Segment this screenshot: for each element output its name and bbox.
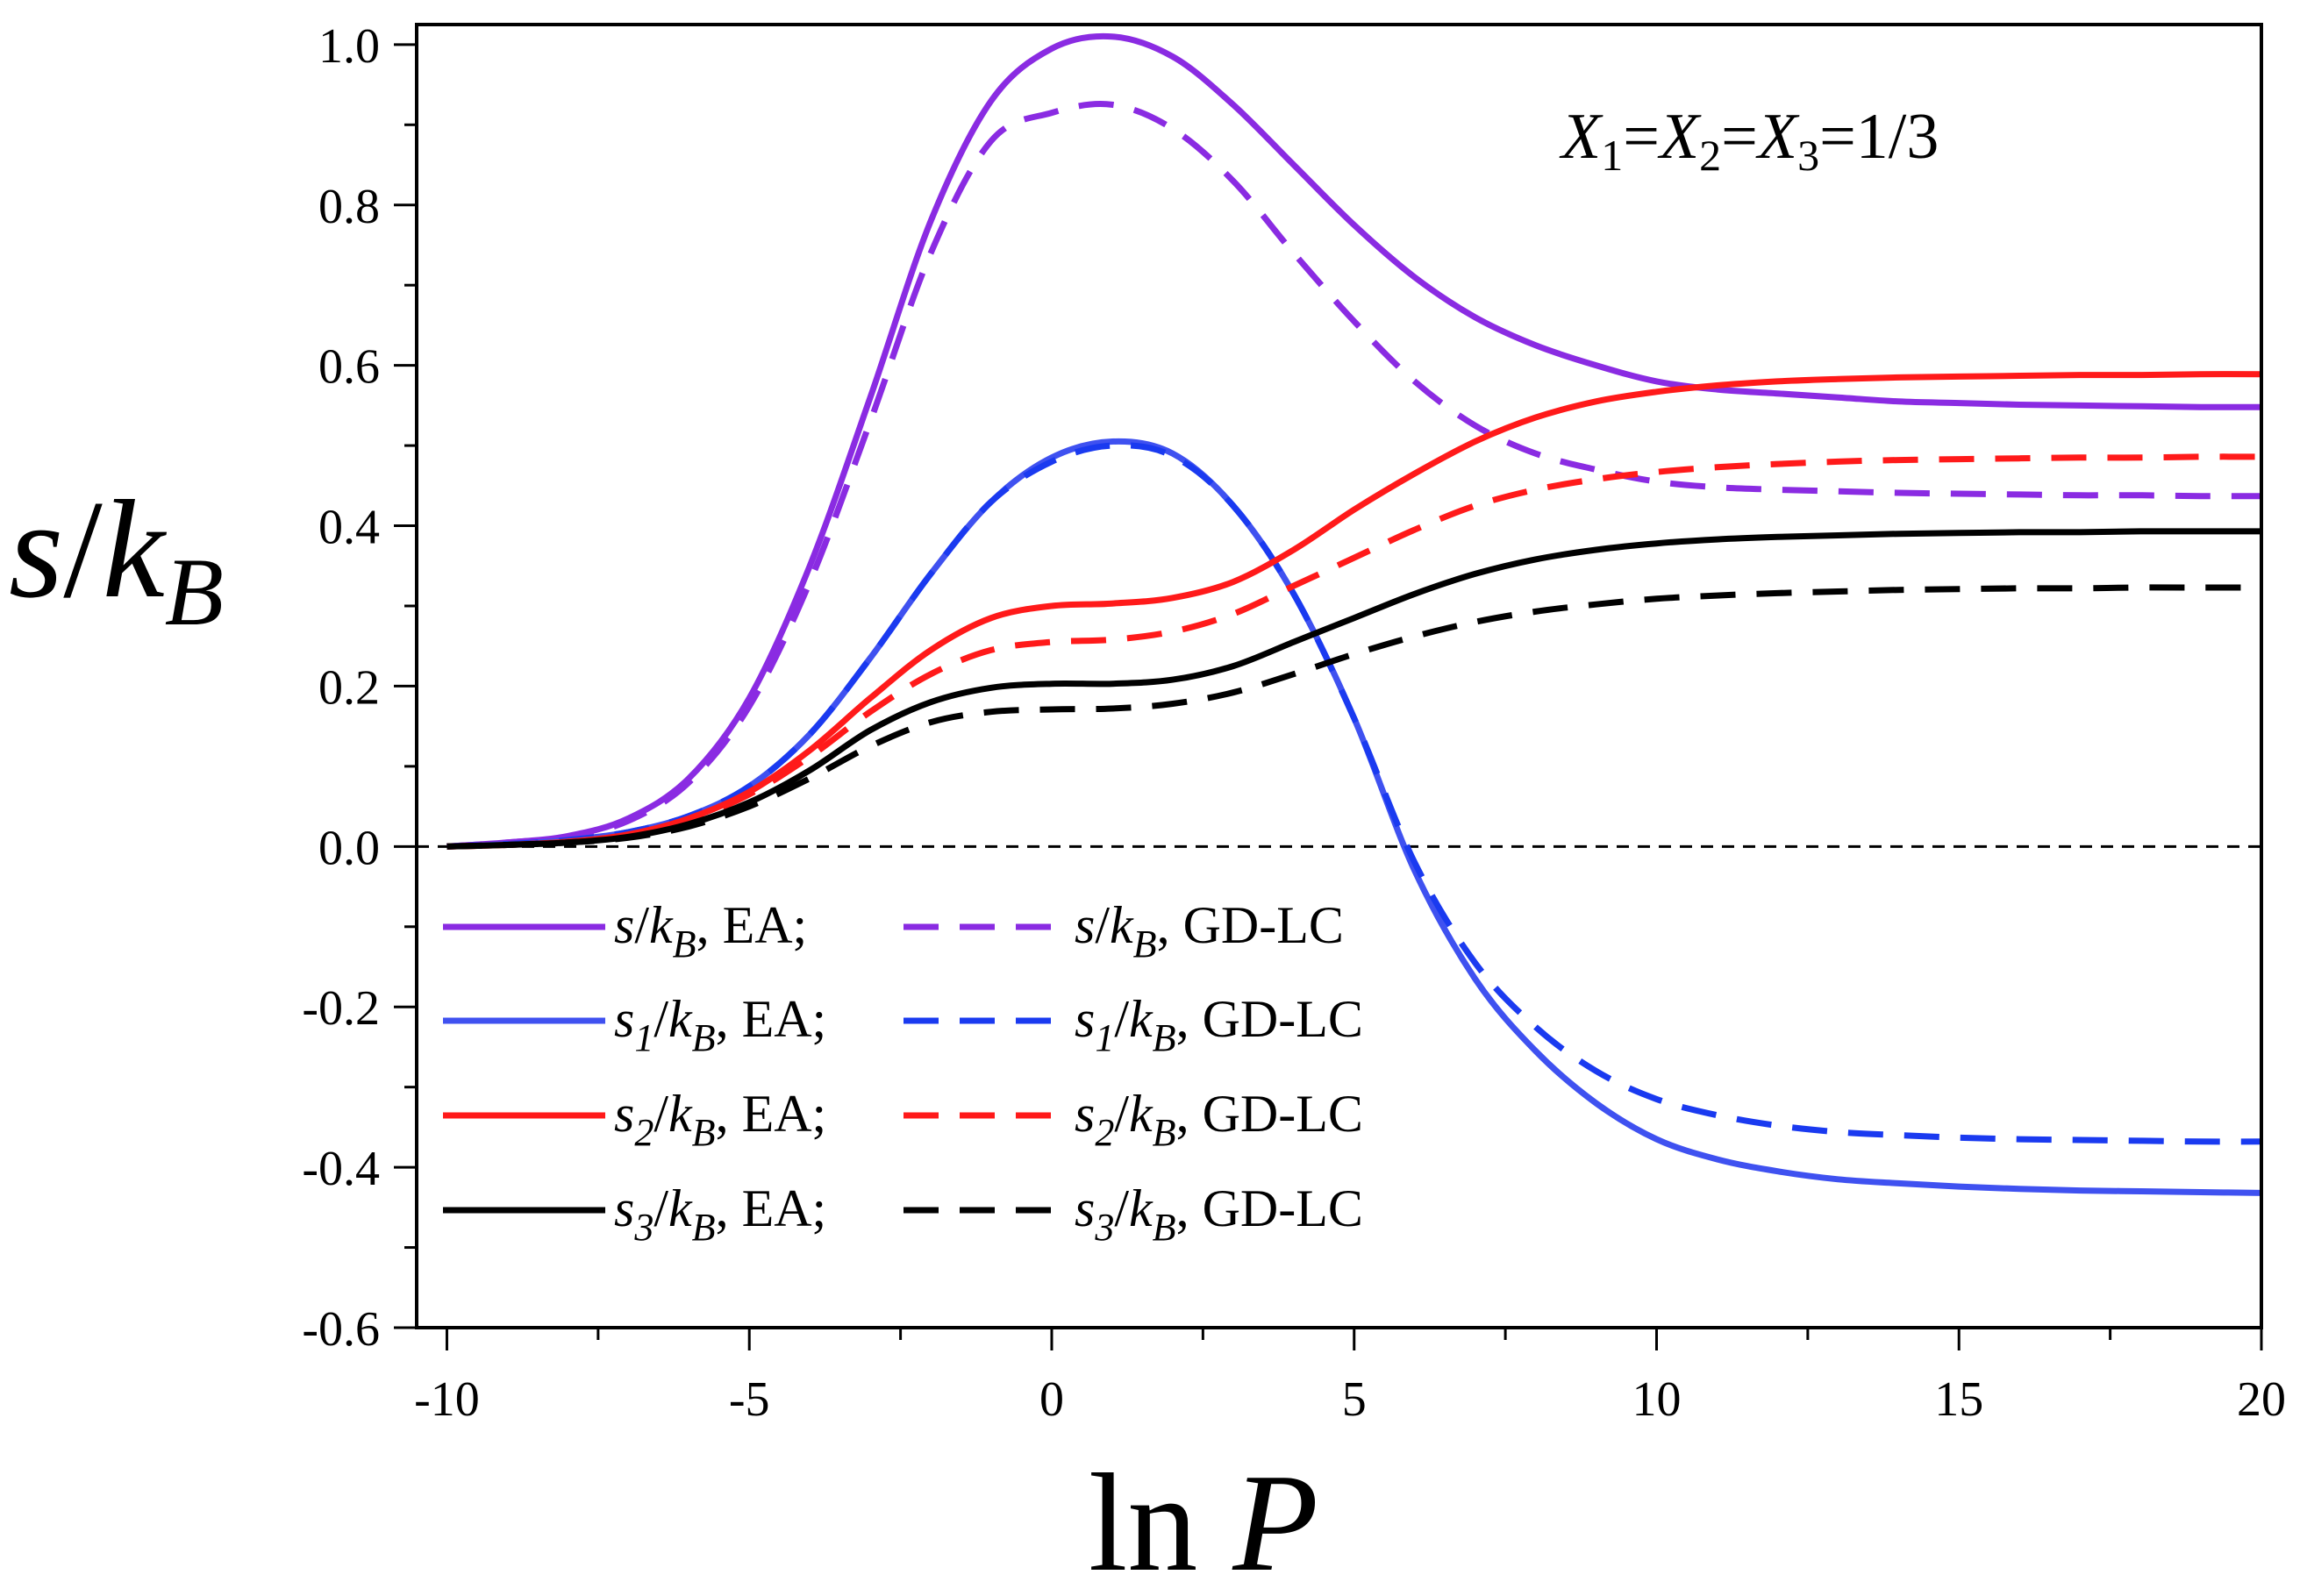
y-axis-title-sub: B — [165, 538, 224, 645]
y-tick-label: 0.2 — [318, 660, 380, 715]
y-axis-title-slash: / — [63, 471, 103, 627]
annotation-eq1: = — [1623, 101, 1660, 173]
x-tick-label: 20 — [2237, 1372, 2286, 1427]
legend-label: s3/kB, EA; — [614, 1179, 826, 1249]
legend-label: s/kB, EA; — [614, 896, 807, 965]
legend-label: s1/kB, EA; — [614, 990, 826, 1059]
y-axis-title-s: s — [9, 471, 63, 627]
x-tick-label: -10 — [414, 1372, 480, 1427]
y-tick-label: 0.0 — [318, 821, 380, 875]
x-axis-title: ln P — [1089, 1444, 1318, 1596]
series-line-4 — [446, 371, 2262, 850]
annotation-eq2: = — [1721, 101, 1758, 173]
legend-label: s2/kB, EA; — [614, 1085, 826, 1154]
legend: s/kB, EA; s/kB, GD-LC s1/kB, EA; s1/kB, GD-… — [443, 896, 1363, 1249]
annotation-x1: X — [1559, 101, 1603, 173]
x-tick-label: 0 — [1039, 1372, 1064, 1427]
series-line-1 — [446, 101, 2262, 850]
x-tick-label: 10 — [1632, 1372, 1681, 1427]
x-tick-label: -5 — [729, 1372, 770, 1427]
series-layer — [446, 32, 2262, 1196]
x-tick-label: 5 — [1342, 1372, 1367, 1427]
series-line-5 — [446, 453, 2262, 850]
y-tick-label: 0.8 — [318, 180, 380, 234]
x-axis-title-p: P — [1232, 1444, 1318, 1596]
legend-label: s/kB, GD-LC — [1075, 896, 1344, 965]
y-tick-label: 1.0 — [318, 19, 380, 74]
series-line-0 — [446, 32, 2262, 850]
y-axis-title: s/kB — [9, 471, 224, 645]
annotation-x3-sub: 3 — [1797, 131, 1819, 180]
legend-label: s2/kB, GD-LC — [1075, 1085, 1363, 1154]
annotation-x1-sub: 1 — [1601, 131, 1623, 180]
x-tick-label: 15 — [1934, 1372, 1983, 1427]
series-line-6 — [446, 528, 2261, 850]
y-tick-label: 0.4 — [318, 501, 380, 555]
y-axis-title-k: k — [103, 471, 168, 627]
ticks-layer: -10 -5 0 5 10 15 20 -0.6 -0.4 -0.2 0.0 0.2 0.4 0.6 0.8… — [302, 19, 2286, 1427]
series-line-7 — [446, 584, 2261, 850]
annotation-x3: X — [1755, 101, 1800, 173]
y-tick-label: -0.6 — [302, 1302, 380, 1357]
y-tick-label: -0.4 — [302, 1142, 380, 1196]
annotation-eq3: =1/3 — [1819, 101, 1939, 173]
annotation-x2: X — [1657, 101, 1702, 173]
y-tick-label: 0.6 — [318, 340, 380, 395]
legend-label: s3/kB, GD-LC — [1075, 1179, 1363, 1249]
annotation-x2-sub: 2 — [1699, 131, 1721, 180]
annotation-composition: X1=X2=X3=1/3 — [1559, 101, 1939, 180]
plot-frame — [415, 23, 2263, 1329]
series-line-3 — [446, 442, 2262, 1145]
x-axis-title-ln: ln — [1089, 1444, 1232, 1596]
legend-label: s1/kB, GD-LC — [1075, 990, 1363, 1059]
y-tick-label: -0.2 — [302, 981, 380, 1036]
